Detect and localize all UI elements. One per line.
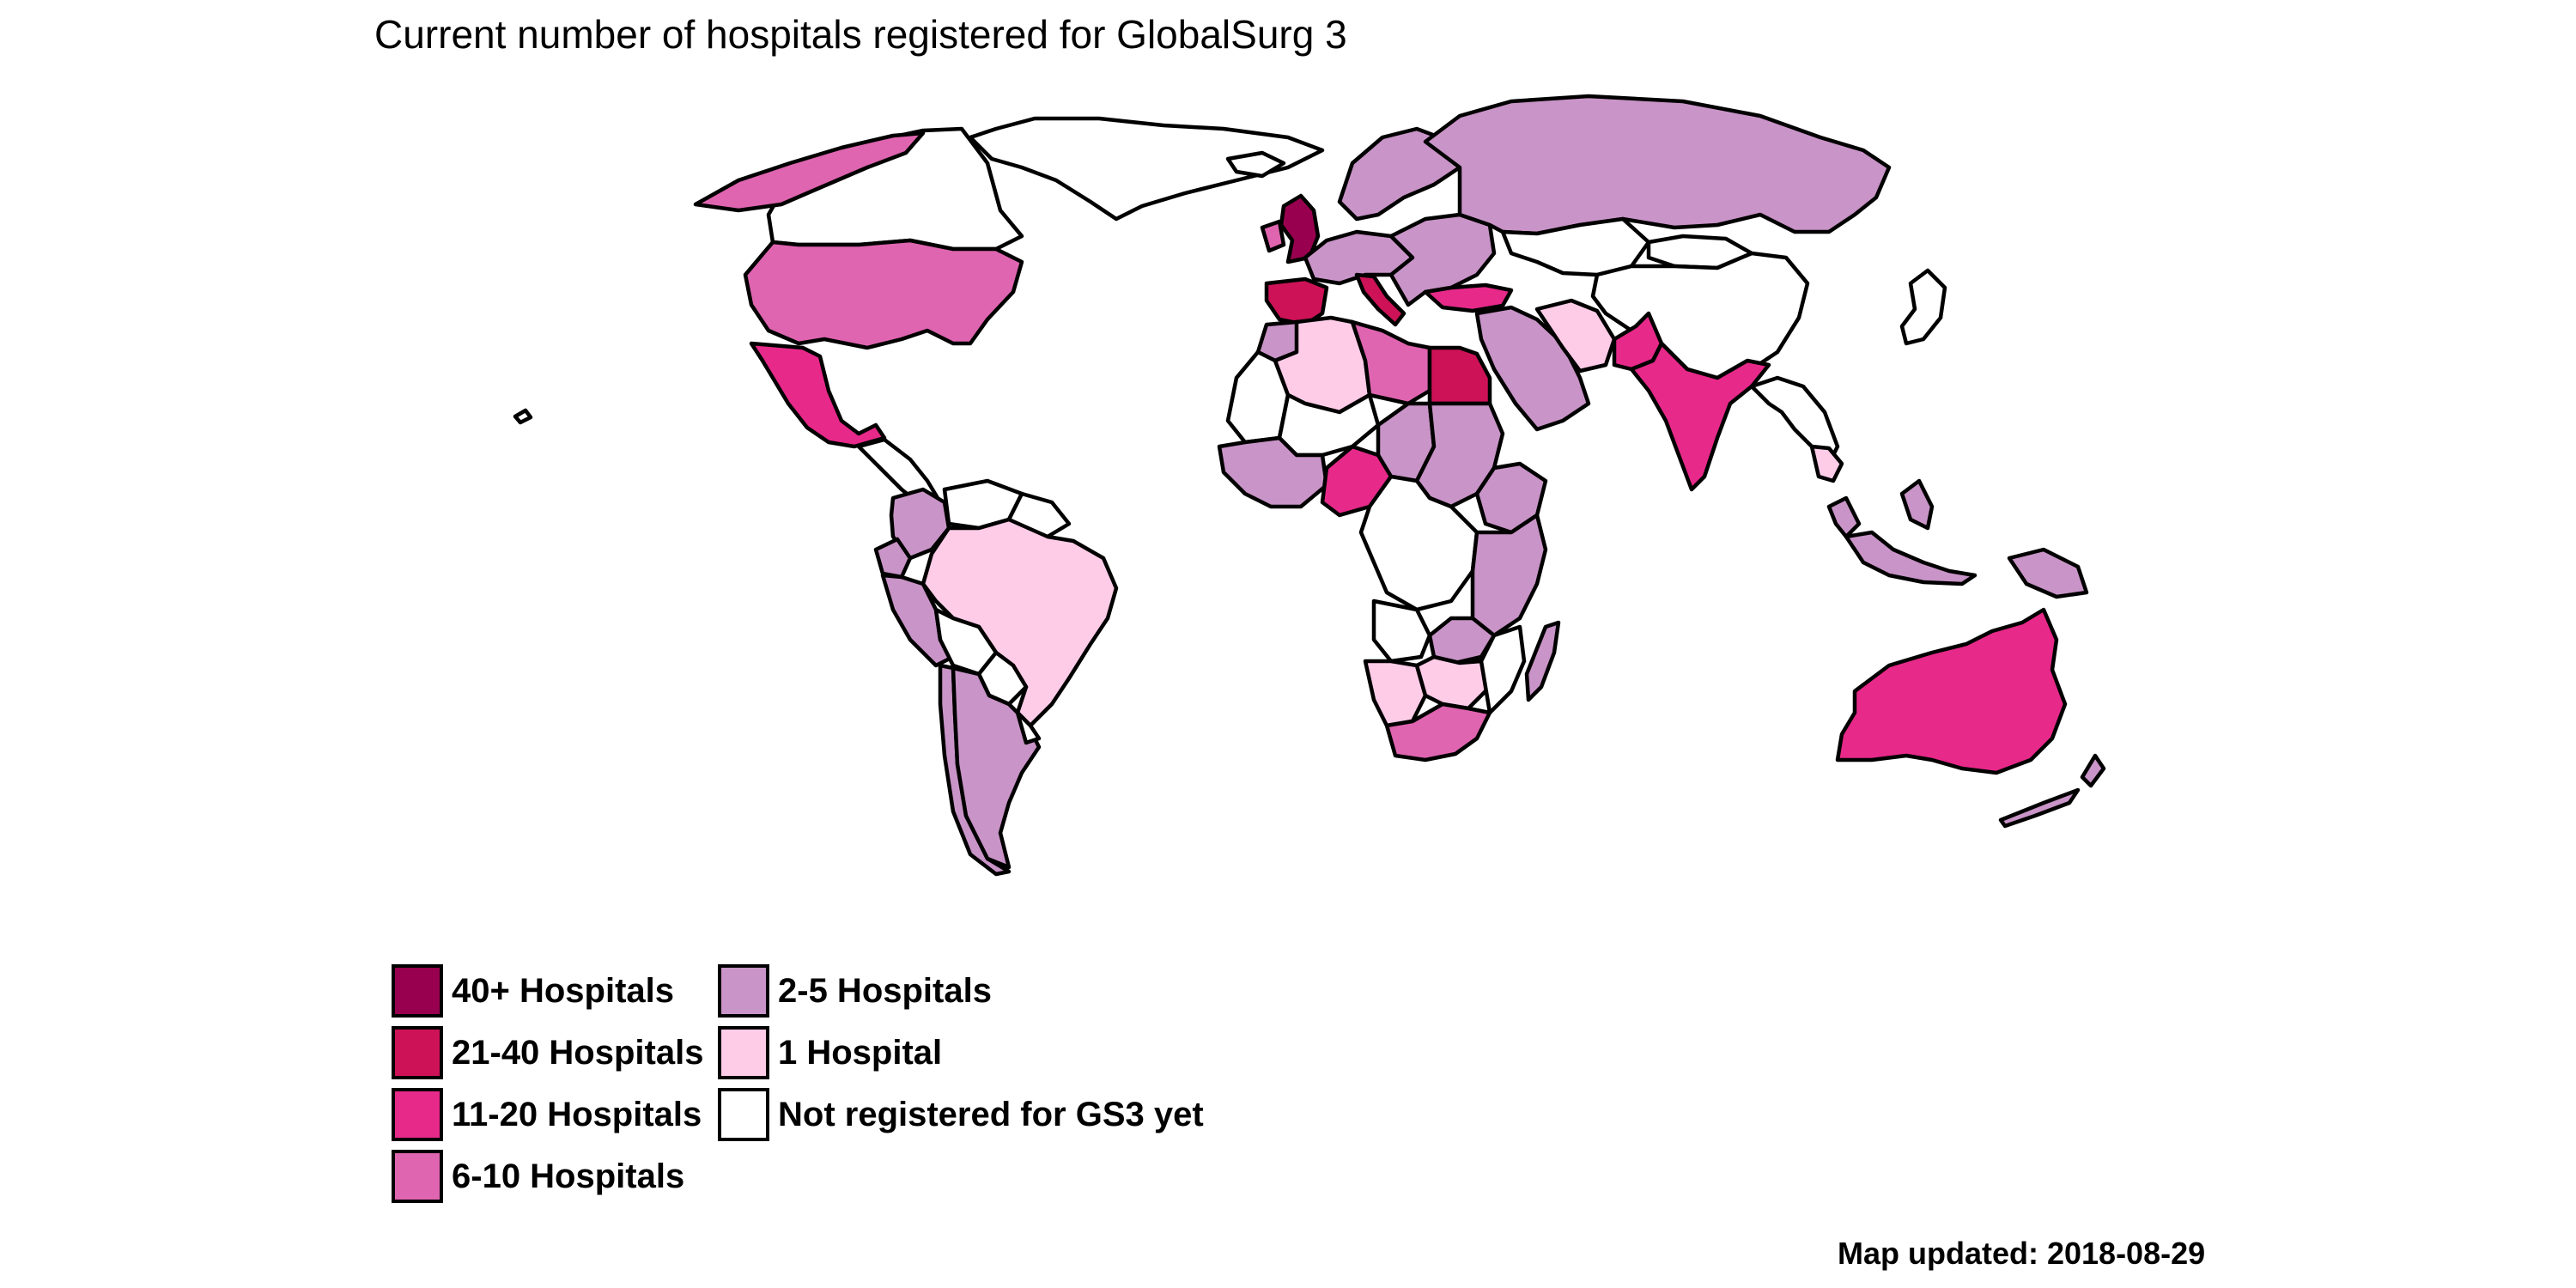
country-middle-east[interactable] (1474, 305, 1591, 432)
country-china[interactable] (1590, 251, 1810, 380)
country-india[interactable] (1629, 341, 1771, 492)
country-new-zealand[interactable] (1998, 753, 2106, 829)
country-egypt[interactable] (1427, 345, 1492, 406)
legend-label: 6-10 Hospitals (452, 1157, 685, 1195)
country-japan[interactable] (1899, 268, 1947, 346)
legend-label: 11-20 Hospitals (452, 1096, 702, 1133)
country-philippines[interactable] (1899, 478, 1935, 531)
legend-swatch (392, 964, 443, 1018)
country-iceland[interactable] (1225, 150, 1286, 179)
country-brazil[interactable] (920, 517, 1119, 728)
country-botswana[interactable] (1414, 654, 1492, 711)
country-papua-new-guinea[interactable] (2007, 547, 2089, 599)
country-angola[interactable] (1371, 598, 1432, 664)
country-eastern-europe[interactable] (1388, 212, 1497, 307)
legend-swatch (718, 964, 769, 1018)
country-namibia[interactable] (1363, 659, 1428, 728)
country-turkey[interactable] (1423, 283, 1514, 313)
country-mozambique[interactable] (1479, 624, 1527, 715)
country-east-africa[interactable] (1470, 513, 1548, 638)
country-ireland[interactable] (1260, 219, 1286, 253)
country-mexico[interactable] (749, 341, 887, 449)
country-south-africa[interactable] (1384, 702, 1492, 762)
country-alaska[interactable] (693, 131, 926, 213)
country-indonesia[interactable] (1844, 530, 1978, 586)
legend-label: 1 Hospital (778, 1034, 943, 1072)
legend-label: 40+ Hospitals (452, 972, 675, 1010)
country-colombia[interactable] (889, 487, 951, 561)
country-ecuador[interactable] (873, 537, 913, 580)
country-russia[interactable] (1423, 94, 1892, 236)
country-italy[interactable] (1354, 272, 1406, 327)
legend-label: 21-40 Hospitals (452, 1034, 704, 1072)
legend-label: 2-5 Hospitals (778, 972, 992, 1010)
country-usa[interactable] (743, 238, 1024, 350)
country-hawaii[interactable] (513, 408, 533, 425)
map-title: Current number of hospitals registered f… (374, 12, 1347, 57)
country-uruguay[interactable] (1015, 710, 1042, 745)
legend-swatch (392, 1150, 443, 1203)
map-updated-caption: Map updated: 2018-08-29 (1838, 1236, 2206, 1271)
country-iran[interactable] (1534, 298, 1617, 374)
legend-swatch (392, 1026, 443, 1079)
country-malaysia[interactable] (1826, 495, 1862, 539)
legend-swatch (718, 1088, 769, 1141)
country-thailand[interactable] (1809, 444, 1844, 483)
country-australia[interactable] (1835, 607, 2068, 775)
legend-swatch (392, 1088, 443, 1141)
legend-label: Not registered for GS3 yet (778, 1096, 1204, 1133)
legend-swatch (718, 1026, 769, 1079)
country-madagascar[interactable] (1524, 620, 1561, 702)
